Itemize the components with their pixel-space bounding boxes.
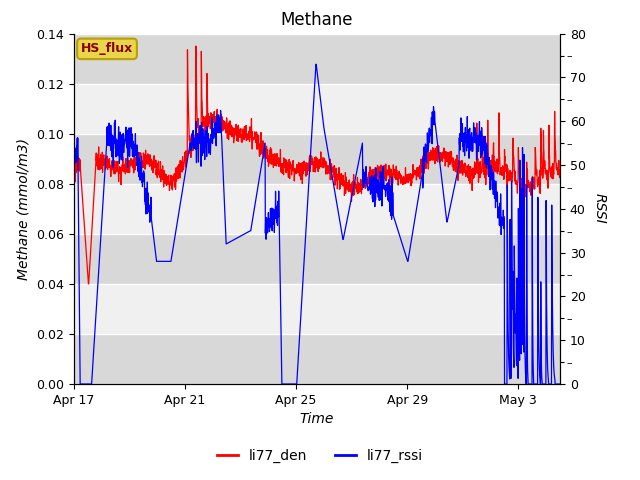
Legend: li77_den, li77_rssi: li77_den, li77_rssi: [211, 443, 429, 468]
Bar: [74, 134, 560, 184]
Text: HS_flux: HS_flux: [81, 42, 133, 55]
Y-axis label: Methane (mmol/m3): Methane (mmol/m3): [17, 138, 30, 280]
Bar: [74, 84, 560, 134]
Bar: [74, 234, 560, 284]
Title: Methane: Methane: [280, 11, 353, 29]
Bar: [74, 184, 560, 234]
X-axis label: Time: Time: [300, 412, 334, 426]
Bar: [74, 34, 560, 84]
Bar: [74, 334, 560, 384]
Bar: [74, 284, 560, 334]
Y-axis label: RSSI: RSSI: [593, 193, 607, 224]
